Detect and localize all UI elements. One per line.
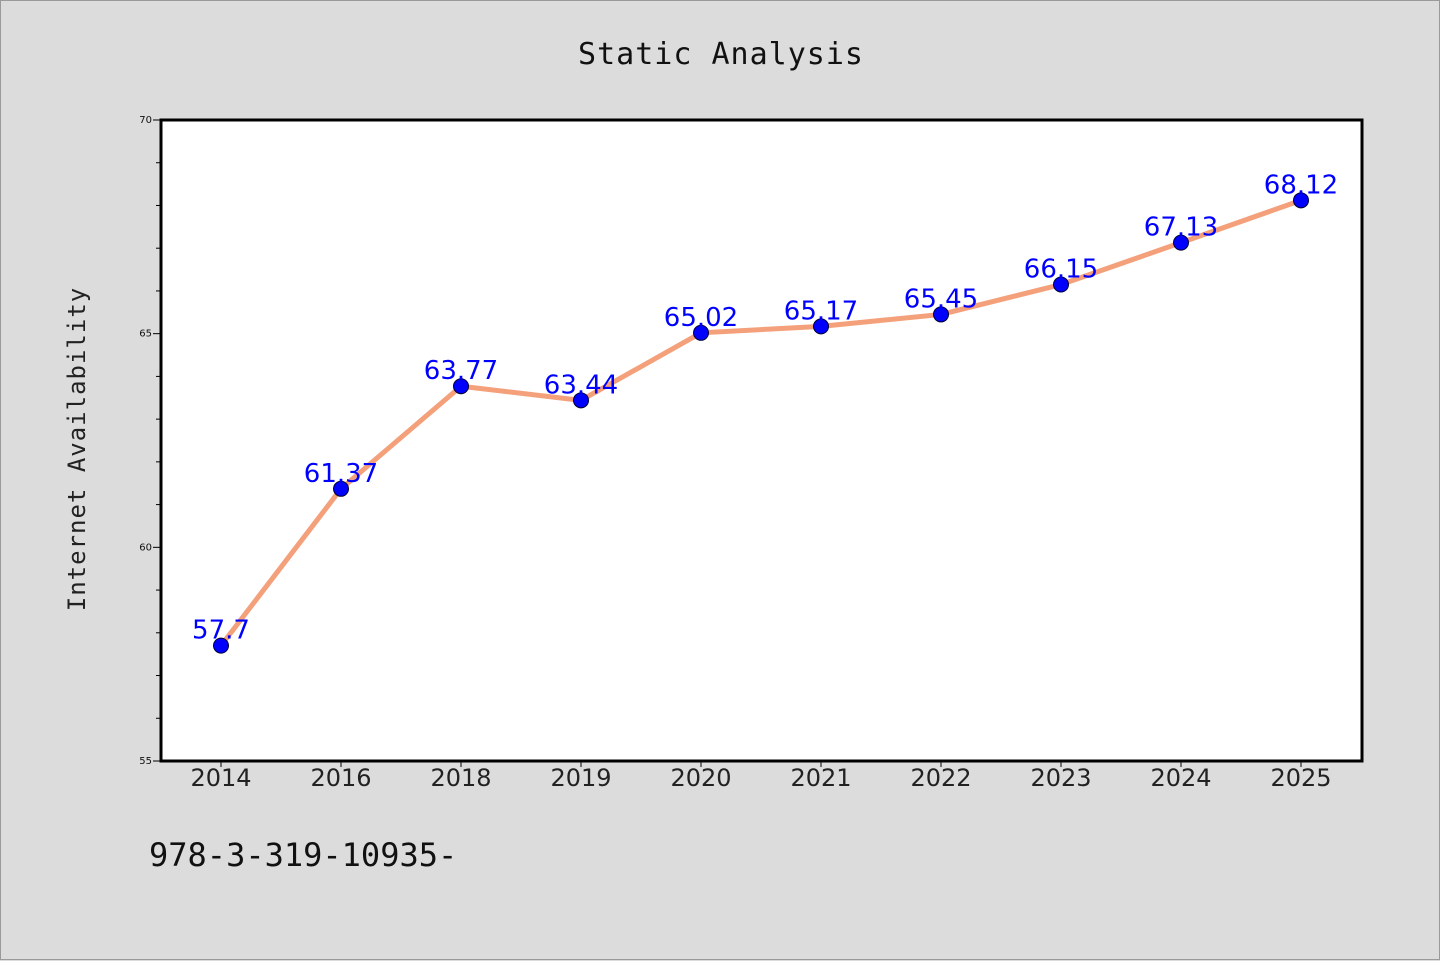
data-point [933, 306, 949, 323]
data-label: 67.13 [1144, 213, 1218, 243]
plot-area [159, 118, 1364, 763]
data-label: 61.37 [304, 459, 378, 489]
footer-isbn-text: 978-3-319-10935- [149, 836, 457, 874]
chart-title: Static Analysis [578, 37, 864, 72]
data-label: 63.77 [424, 356, 498, 386]
x-tick-label: 2016 [310, 764, 371, 792]
x-tick-label: 2020 [670, 764, 731, 792]
x-tick-label: 2025 [1270, 764, 1331, 792]
series-line [218, 197, 1304, 649]
x-tick-label: 2014 [190, 764, 251, 792]
data-label: 65.02 [664, 303, 738, 333]
data-point [813, 318, 829, 335]
data-point [213, 637, 229, 654]
data-labels: 57.7 61.37 63.77 63.44 65.02 65.17 65.45 66.15 6… [192, 170, 1338, 645]
x-tick-label: 2022 [910, 764, 971, 792]
data-label: 63.44 [544, 370, 618, 400]
data-point [333, 480, 349, 497]
y-axis-label: Internet Availability [63, 287, 91, 611]
data-point [1173, 234, 1189, 251]
data-label: 57.7 [192, 616, 250, 646]
y-tick-label: 65 [139, 329, 152, 340]
data-point [573, 392, 589, 409]
x-tick-label: 2024 [1150, 764, 1211, 792]
data-label: 68.12 [1264, 170, 1338, 200]
x-tick-label: 2023 [1030, 764, 1091, 792]
data-point [1053, 276, 1069, 293]
y-tick-label: 55 [139, 756, 152, 767]
x-tick-label: 2021 [790, 764, 851, 792]
data-label: 65.45 [904, 284, 978, 314]
x-tick-label: 2018 [430, 764, 491, 792]
data-label: 65.17 [784, 296, 858, 326]
x-axis: 2014 2016 2018 2019 2020 2021 2022 2023 2024 2025 [190, 761, 1332, 792]
series-markers [213, 192, 1309, 654]
y-tick-label: 60 [139, 542, 152, 553]
x-tick-label: 2019 [550, 764, 611, 792]
y-axis: 55 60 65 70 [139, 115, 161, 767]
data-point [453, 378, 469, 395]
data-point [1293, 192, 1309, 209]
data-label: 66.15 [1024, 255, 1098, 285]
y-tick-label: 70 [139, 115, 152, 126]
data-point [693, 324, 709, 341]
series-line-group [218, 197, 1304, 649]
